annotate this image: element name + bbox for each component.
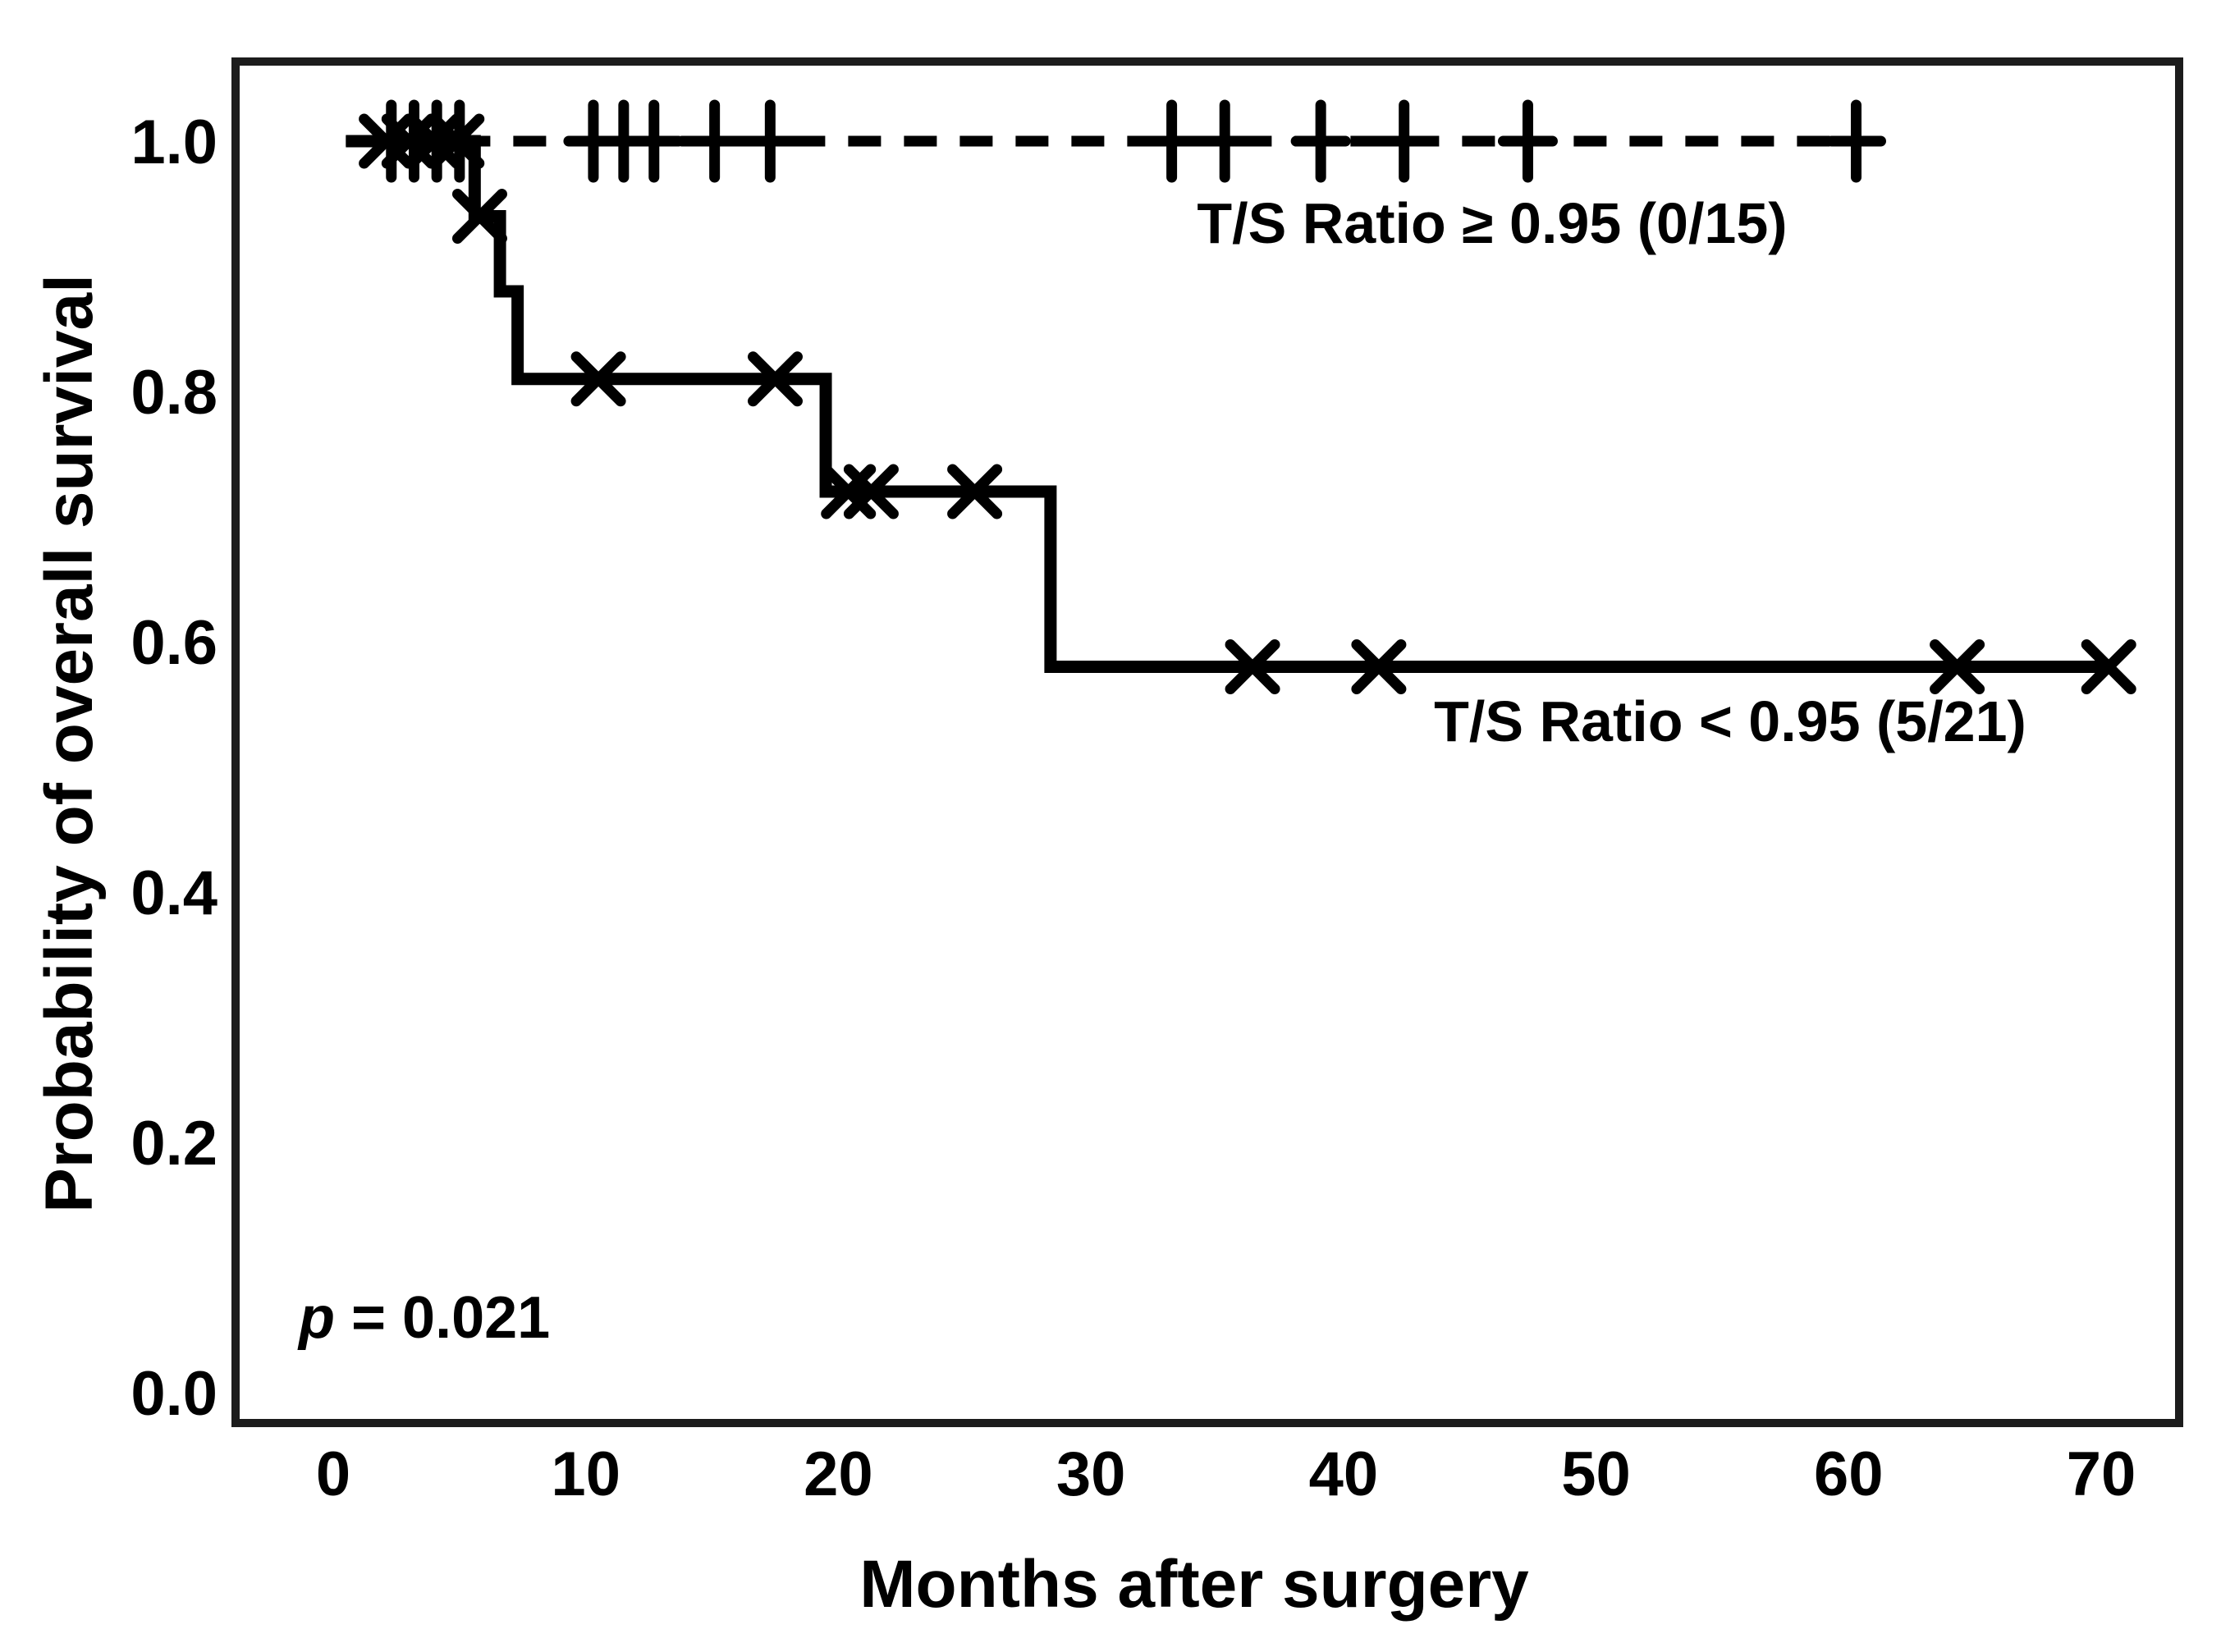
censor-x-mark-low-ts-ratio [451,189,507,244]
x-tick-label: 10 [551,1439,621,1509]
plot-frame [231,57,2183,1427]
x-tick-label: 70 [2067,1439,2136,1509]
x-tick-label: 60 [1814,1439,1884,1509]
x-tick-label: 50 [1561,1439,1631,1509]
y-tick-label: 1.0 [131,108,218,177]
censor-x-mark-low-ts-ratio [1351,639,1407,694]
y-tick-label: 0.8 [131,358,218,428]
censor-x-mark-low-ts-ratio [2081,639,2136,694]
x-tick-label: 0 [316,1439,350,1509]
y-tick-label: 0.4 [131,858,218,928]
x-axis-title: Months after surgery [859,1547,1529,1622]
censor-x-mark-low-ts-ratio [1225,639,1280,694]
censor-x-mark-low-ts-ratio [429,113,485,169]
x-tick-label: 20 [804,1439,873,1509]
label-high-ts-group: T/S Ratio ≥ 0.95 (0/15) [1197,191,1787,255]
censor-x-mark-low-ts-ratio [570,351,626,407]
censor-x-mark-low-ts-ratio [843,464,899,519]
censor-x-mark-low-ts-ratio [1930,639,1985,694]
x-tick-label: 40 [1309,1439,1379,1509]
y-tick-label: 0.6 [131,608,218,678]
x-tick-label: 30 [1056,1439,1126,1509]
censor-x-mark-low-ts-ratio [747,351,803,407]
p-value-text: = 0.021 [335,1285,550,1351]
y-tick-label: 0.0 [131,1359,218,1429]
y-tick-label: 0.2 [131,1109,218,1178]
label-low-ts-group: T/S Ratio < 0.95 (5/21) [1434,689,2026,753]
p-value-label: p = 0.021 [297,1285,550,1351]
chart-generated-layer: 1.0 0.8 0.6 0.4 0.2 0.0 0 10 20 30 40 50 60 70 [131,57,2183,1509]
p-symbol: p [297,1285,335,1351]
y-axis-title: Probability of overall survival [32,274,107,1213]
censor-x-mark-low-ts-ratio [947,464,1003,519]
